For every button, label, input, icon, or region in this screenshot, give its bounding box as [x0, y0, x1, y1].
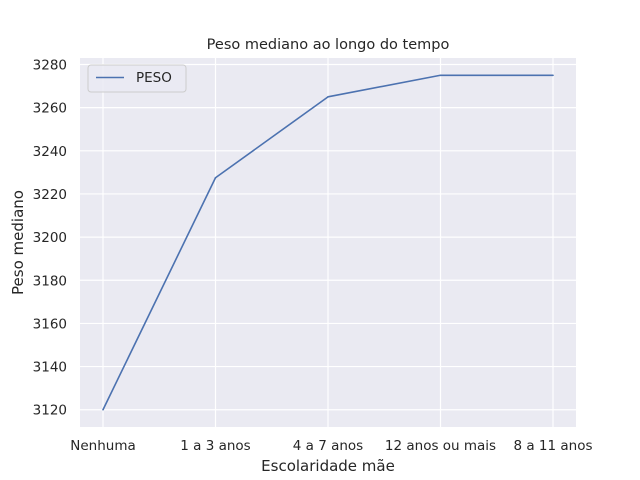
x-tick-label: Nenhuma [70, 438, 136, 454]
x-tick-label: 4 a 7 anos [293, 438, 363, 454]
y-tick-label: 3260 [33, 101, 67, 117]
y-tick-label: 3240 [33, 144, 67, 160]
grid [80, 58, 576, 427]
y-tick-label: 3120 [33, 403, 67, 419]
legend-label-peso: PESO [136, 70, 172, 86]
y-axis-label: Peso mediano [9, 190, 27, 295]
legend-box [87, 64, 187, 93]
x-tick-label: 12 anos ou mais [385, 438, 496, 454]
data-point [552, 74, 554, 77]
chart-title: Peso mediano ao longo do tempo [207, 37, 450, 53]
series-layer [102, 74, 554, 411]
data-point [327, 96, 329, 98]
data-point [439, 74, 442, 77]
y-tick-label: 3200 [33, 230, 67, 246]
y-tick-label: 3140 [33, 360, 67, 376]
y-tick-label: 3180 [33, 273, 67, 289]
data-point [102, 408, 104, 411]
x-tick-label: 8 a 11 anos [513, 438, 592, 454]
y-tick-label: 3280 [33, 57, 67, 73]
x-axis-label: Escolaridade mãe [261, 457, 395, 475]
data-point [214, 176, 217, 179]
y-tick-label: 3220 [33, 187, 67, 203]
legend: PESO [87, 64, 187, 93]
tick-labels: Nenhuma 1 a 3 anos 4 a 7 anos 12 anos ou ma… [33, 57, 593, 454]
x-tick-label: 1 a 3 anos [180, 438, 250, 454]
y-tick-label: 3160 [33, 316, 67, 332]
